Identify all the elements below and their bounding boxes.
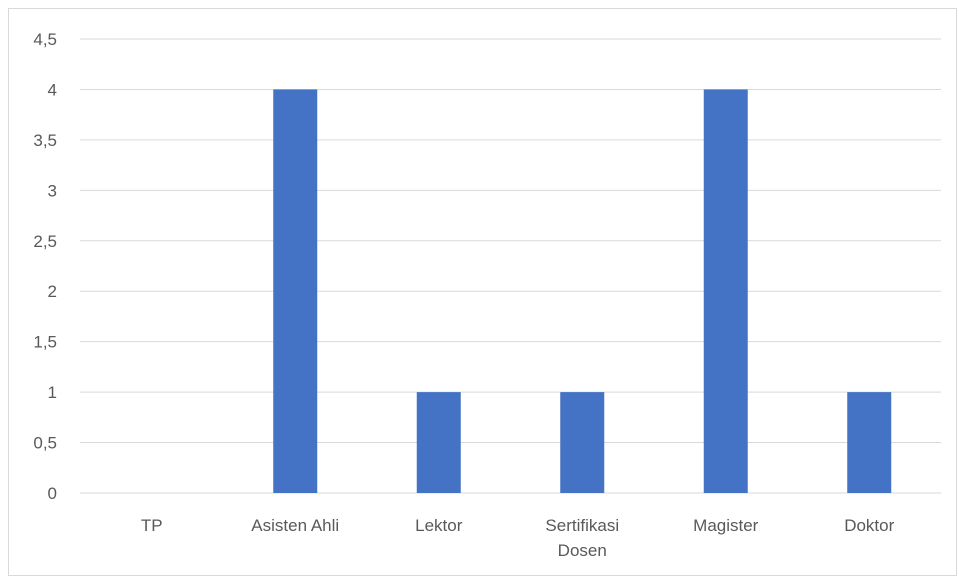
x-category-label: Lektor xyxy=(415,516,463,535)
y-tick-label: 2 xyxy=(48,282,57,301)
x-category-label-line: Sertifikasi xyxy=(545,516,619,535)
y-tick-label: 4,5 xyxy=(33,30,57,49)
chart-frame xyxy=(8,8,957,576)
gridlines xyxy=(80,38,941,494)
x-axis-labels: TP Asisten Ahli Lektor Sertifikasi Dosen Magi… xyxy=(141,516,895,560)
x-category-label-line: Dosen xyxy=(558,541,607,560)
x-category-label-line: TP xyxy=(141,516,163,535)
x-category-label: Asisten Ahli xyxy=(251,516,339,535)
x-category-label-line: Lektor xyxy=(415,516,463,535)
y-tick-label: 0,5 xyxy=(33,434,57,453)
y-tick-label: 2,5 xyxy=(33,232,57,251)
y-tick-label: 0 xyxy=(48,484,57,503)
bar xyxy=(847,392,892,493)
bars xyxy=(273,89,892,493)
y-tick-label: 3 xyxy=(48,181,57,200)
y-tick-label: 3,5 xyxy=(33,131,57,150)
bar xyxy=(416,392,461,493)
x-category-label: TP xyxy=(141,516,163,535)
y-axis-ticks: 0 0,5 1 1,5 2 2,5 3 3,5 4 4,5 xyxy=(33,30,57,503)
y-tick-label: 1,5 xyxy=(33,333,57,352)
x-category-label-line: Asisten Ahli xyxy=(251,516,339,535)
y-tick-label: 4 xyxy=(48,80,57,99)
x-category-label-line: Doktor xyxy=(844,516,894,535)
x-category-label-line: Magister xyxy=(693,516,759,535)
bar xyxy=(703,89,748,493)
bar xyxy=(273,89,318,493)
bar xyxy=(560,392,605,493)
x-category-label: Magister xyxy=(693,516,759,535)
y-tick-label: 1 xyxy=(48,383,57,402)
x-category-label: Sertifikasi Dosen xyxy=(545,516,619,560)
x-category-label: Doktor xyxy=(844,516,894,535)
